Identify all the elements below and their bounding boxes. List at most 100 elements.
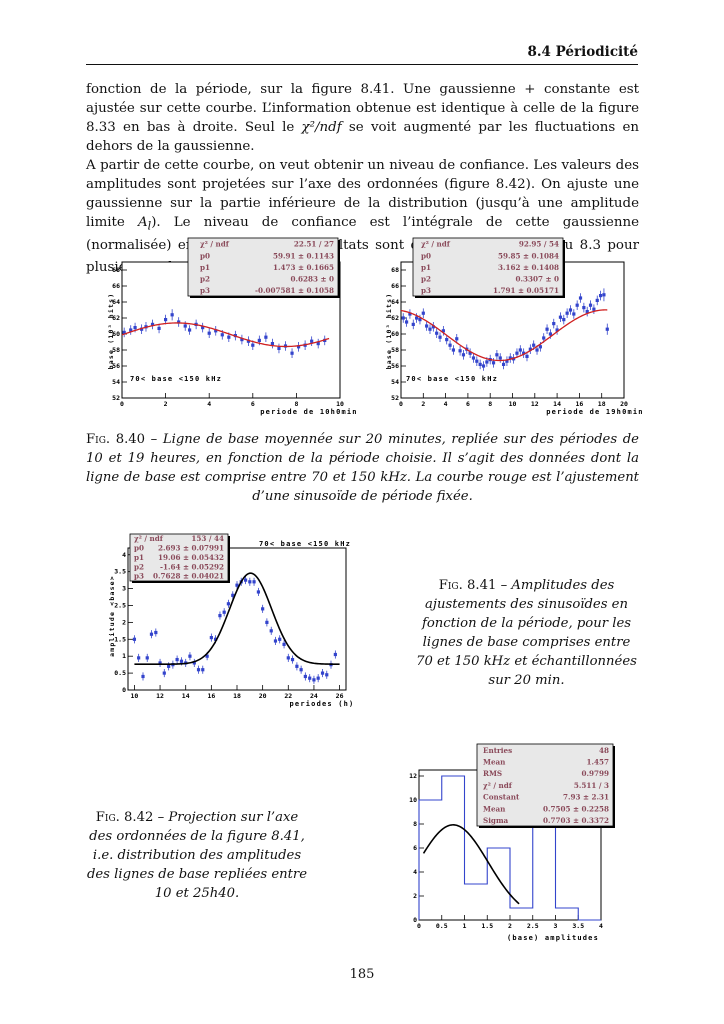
x-axis-label: (base) amplitudes xyxy=(507,934,599,942)
stat-box-panel xyxy=(476,743,614,827)
x-tick-label: 12 xyxy=(156,692,164,700)
data-point xyxy=(243,578,248,582)
stat-value: 48 xyxy=(599,746,609,755)
data-point xyxy=(167,664,171,668)
stat-label: p2 xyxy=(200,275,210,284)
x-tick-label: 1.5 xyxy=(481,922,493,930)
y-tick-label: 60 xyxy=(112,330,120,338)
stat-value: 153 / 44 xyxy=(191,534,224,543)
data-point xyxy=(273,639,278,643)
x-tick-label: 1 xyxy=(463,922,467,930)
x-axis-label: periodes (h) xyxy=(290,700,355,708)
x-tick-label: 0 xyxy=(120,400,124,408)
stat-value: 1.791 ± 0.05171 xyxy=(493,286,559,295)
data-point xyxy=(133,326,137,330)
data-point xyxy=(528,347,532,351)
data-point xyxy=(481,364,486,368)
x-tick-label: 4 xyxy=(444,400,448,408)
y-tick-label: 0 xyxy=(413,916,417,924)
data-point xyxy=(542,336,546,340)
gaussian-fit-curve xyxy=(134,572,340,666)
data-point xyxy=(475,359,479,363)
data-point xyxy=(515,351,519,355)
data-point xyxy=(435,331,439,335)
stat-value: 7.93 ± 2.31 xyxy=(563,793,609,802)
stat-value: 0.7703 ± 0.3372 xyxy=(543,816,609,825)
data-point xyxy=(602,293,606,297)
data-point xyxy=(248,580,252,584)
x-tick-label: 10 xyxy=(509,400,517,408)
data-point xyxy=(170,313,174,317)
data-point xyxy=(183,324,187,328)
section-title: 8.4 Périodicité xyxy=(527,44,638,60)
stat-value: 3.162 ± 0.1408 xyxy=(498,263,559,272)
data-point xyxy=(458,349,462,353)
x-tick-label: 20 xyxy=(259,692,267,700)
stat-label: p0 xyxy=(134,543,144,552)
y-tick-label: 68 xyxy=(112,266,120,274)
data-point xyxy=(157,326,161,330)
data-point xyxy=(431,325,435,329)
data-point xyxy=(478,362,482,366)
stat-value: 1.457 xyxy=(586,758,609,767)
x-tick-label: 10 xyxy=(130,692,138,700)
y-axis-label: base (10³ hits) xyxy=(385,293,393,370)
y-tick-label: 10 xyxy=(409,796,417,804)
stat-label: p2 xyxy=(421,275,431,284)
data-point xyxy=(471,356,476,360)
data-point xyxy=(518,348,522,352)
data-point xyxy=(316,342,320,346)
data-point xyxy=(278,637,282,641)
data-point xyxy=(468,351,472,355)
data-point xyxy=(598,294,603,298)
y-axis-label: amplitude <base> xyxy=(108,575,116,657)
stat-value: 22.51 / 27 xyxy=(294,240,334,249)
data-point xyxy=(592,307,596,311)
data-point xyxy=(408,312,412,316)
data-point xyxy=(425,324,429,328)
data-point xyxy=(251,343,255,347)
y-tick-label: 52 xyxy=(112,394,120,402)
data-point xyxy=(522,351,526,355)
y-tick-label: 2.5 xyxy=(114,601,126,609)
plot-annotation: 70< base <150 kHz xyxy=(259,540,351,548)
x-tick-label: 3 xyxy=(554,922,558,930)
data-point xyxy=(508,356,512,360)
y-tick-label: 56 xyxy=(391,362,399,370)
y-tick-label: 56 xyxy=(112,362,120,370)
y-tick-label: 0.5 xyxy=(114,669,126,677)
data-point xyxy=(501,362,506,366)
fig842-plot: 0 0.5 1 1.5 2 2.5 3 3.5 4 0 2 4 6 8 10 12 (base) amplitu… xyxy=(409,743,615,942)
data-point xyxy=(270,342,275,346)
data-point xyxy=(164,318,168,322)
paragraph-1: fonction de la période, sur la figure 8.… xyxy=(86,82,639,154)
data-point xyxy=(122,330,126,334)
x-tick-label: 6 xyxy=(466,400,470,408)
data-point xyxy=(333,652,337,657)
data-point xyxy=(252,580,256,584)
data-point xyxy=(205,654,209,658)
x-tick-label: 18 xyxy=(233,692,241,700)
data-point xyxy=(411,322,415,326)
data-point xyxy=(320,671,325,675)
data-point xyxy=(582,306,586,310)
data-point xyxy=(201,668,205,672)
data-point xyxy=(158,661,162,665)
y-tick-label: 1.5 xyxy=(114,635,126,643)
y-tick-label: 52 xyxy=(391,394,399,402)
data-point xyxy=(231,593,235,597)
data-point xyxy=(220,333,224,337)
header-rule xyxy=(86,64,638,65)
data-point xyxy=(246,339,251,343)
x-tick-label: 16 xyxy=(575,400,583,408)
x-tick-label: 8 xyxy=(488,400,492,408)
data-point xyxy=(286,656,290,660)
x-tick-label: 10 xyxy=(336,400,344,408)
data-point xyxy=(495,353,499,357)
data-point xyxy=(485,360,489,364)
fig840-right-plot: 0 2 4 6 8 10 12 14 16 18 20525456586062646668perio… xyxy=(385,237,643,416)
stat-value: 92.95 / 54 xyxy=(519,240,559,249)
data-point xyxy=(145,656,149,660)
gaussian-fit-curve xyxy=(422,824,520,905)
data-point xyxy=(525,354,529,358)
